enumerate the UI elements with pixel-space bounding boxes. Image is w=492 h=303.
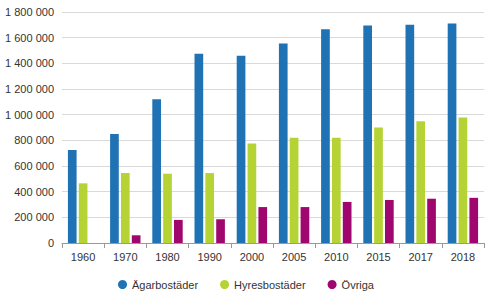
svg-text:1960: 1960 (71, 251, 95, 263)
svg-text:2005: 2005 (282, 251, 306, 263)
svg-text:1 600 000: 1 600 000 (5, 32, 54, 44)
svg-text:400 000: 400 000 (14, 186, 54, 198)
svg-text:1980: 1980 (155, 251, 179, 263)
svg-text:Övriga: Övriga (342, 279, 375, 291)
svg-text:Ägarbostäder: Ägarbostäder (132, 279, 198, 291)
svg-text:1 800 000: 1 800 000 (5, 6, 54, 18)
svg-text:1970: 1970 (113, 251, 137, 263)
svg-text:800 000: 800 000 (14, 134, 54, 146)
svg-text:1 400 000: 1 400 000 (5, 57, 54, 69)
svg-text:2000: 2000 (240, 251, 264, 263)
svg-text:2015: 2015 (366, 251, 390, 263)
svg-text:600 000: 600 000 (14, 160, 54, 172)
svg-text:1990: 1990 (197, 251, 221, 263)
svg-text:1 200 000: 1 200 000 (5, 83, 54, 95)
svg-text:2010: 2010 (324, 251, 348, 263)
svg-text:1 000 000: 1 000 000 (5, 109, 54, 121)
svg-text:Hyresbostäder: Hyresbostäder (234, 279, 306, 291)
svg-text:0: 0 (48, 237, 54, 249)
svg-text:2017: 2017 (408, 251, 432, 263)
svg-text:200 000: 200 000 (14, 211, 54, 223)
svg-text:2018: 2018 (451, 251, 475, 263)
